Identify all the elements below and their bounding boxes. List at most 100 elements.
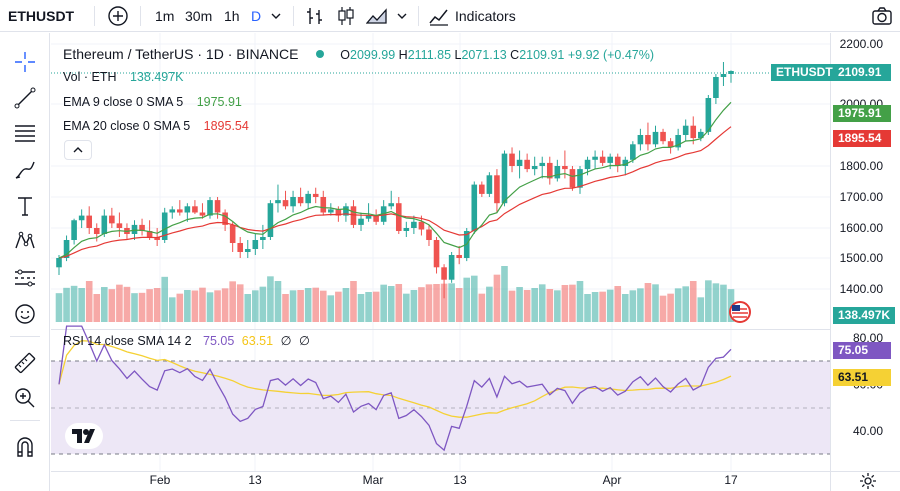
time-tick-label: 13 (453, 473, 467, 487)
interval-1h[interactable]: 1h (224, 8, 240, 24)
candle (516, 150, 523, 179)
toolbar-divider (293, 6, 294, 26)
volume-bar (380, 284, 387, 322)
candle (667, 138, 674, 154)
pattern-tool[interactable] (10, 226, 40, 256)
text-tool[interactable] (10, 191, 40, 221)
volume-bar (85, 281, 93, 322)
candle (607, 153, 613, 170)
snapshot-button[interactable] (871, 0, 893, 32)
candle (93, 223, 100, 242)
trend-line-tool[interactable] (10, 83, 40, 113)
volume-bar (697, 297, 705, 322)
candles-icon (338, 7, 354, 25)
currency-flag[interactable] (729, 301, 751, 328)
candle (471, 181, 478, 234)
ema20-tag: 1895.54 (833, 130, 891, 147)
volume-bar (357, 294, 365, 322)
symbol-search[interactable]: ETHUSDT (8, 8, 75, 24)
volume-bar (168, 297, 176, 322)
volume-bar (342, 288, 350, 322)
candle (426, 224, 432, 246)
volume-bar (667, 293, 674, 322)
volume-bar (403, 293, 410, 322)
candle (486, 172, 493, 197)
volume-bar (516, 287, 523, 322)
volume-bar (161, 276, 169, 322)
candle (554, 159, 561, 182)
indicators-button[interactable]: Indicators (428, 0, 516, 32)
brush-tool[interactable] (10, 155, 40, 185)
candle (282, 190, 289, 210)
volume-bar (101, 287, 108, 322)
fib-tool[interactable] (10, 118, 40, 148)
candle (645, 122, 651, 151)
volume-bar (425, 284, 433, 322)
volume-bar (538, 284, 546, 322)
volume-bar (584, 294, 591, 322)
tv-logo[interactable] (65, 423, 103, 449)
candle (403, 221, 410, 237)
volume-bar (712, 283, 720, 322)
chevron-down-icon (397, 13, 407, 19)
volume-legend[interactable]: Vol · ETH 138.497K (63, 70, 184, 84)
magnet-tool[interactable] (10, 432, 40, 462)
area-button[interactable] (366, 0, 388, 32)
candle (169, 206, 176, 219)
volume-bar (138, 292, 146, 322)
chart-type-dropdown[interactable] (396, 0, 408, 32)
symbol-title[interactable]: Ethereum / TetherUS · 1D · BINANCE (63, 46, 299, 62)
zoom-tool[interactable] (10, 383, 40, 413)
volume-bar (267, 276, 274, 322)
interval-d[interactable]: D (251, 8, 262, 24)
candle (146, 220, 153, 240)
ema20-legend[interactable]: EMA 20 close 0 SMA 5 1895.54 (63, 119, 249, 133)
candle (365, 203, 372, 222)
emoji-tool[interactable] (10, 299, 40, 329)
chart-area[interactable]: 2200.00 2000.00 1800.00 1700.00 1600.00 1500.… (51, 33, 900, 491)
rsi-line (58, 325, 732, 452)
volume-bar (184, 290, 191, 322)
volume-bar (410, 290, 418, 322)
ema20-line (58, 126, 732, 259)
volume-bar (123, 286, 131, 322)
candle (388, 190, 395, 210)
volume-bar (372, 291, 380, 322)
candles-button[interactable] (336, 0, 356, 32)
interval-1m[interactable]: 1m (155, 8, 175, 24)
interval-dropdown[interactable] (270, 0, 282, 32)
price-axis[interactable]: 2200.002000.001800.001700.001600.001500.… (840, 37, 884, 296)
candle (237, 237, 244, 258)
crosshair-tool[interactable] (10, 47, 40, 77)
volume-bar (493, 274, 501, 322)
flag-icon (729, 301, 751, 323)
candle (71, 218, 77, 245)
ruler-tool[interactable] (10, 348, 40, 378)
candle (177, 200, 183, 216)
volume-bar (395, 284, 403, 322)
interval-30m[interactable]: 30m (185, 8, 213, 24)
candle (622, 156, 629, 176)
candle (244, 240, 251, 258)
candle (184, 203, 191, 222)
ema9-legend[interactable]: EMA 9 close 0 SMA 5 1975.91 (63, 95, 242, 109)
rsi-legend[interactable]: RSI 14 close SMA 14 2 75.05 63.51 ∅ ∅ (63, 334, 310, 348)
volume-bar (621, 294, 629, 322)
collapse-legend-button[interactable] (64, 140, 92, 160)
volume-bar (312, 287, 320, 322)
compare-button[interactable] (107, 0, 129, 32)
forecast-tool[interactable] (10, 263, 40, 293)
bar-style-button[interactable] (305, 0, 325, 32)
indicators-label: Indicators (455, 8, 516, 24)
chart-settings-button[interactable] (857, 471, 879, 491)
volume-bar (229, 281, 236, 322)
candle (222, 209, 228, 231)
toolbar-divider (94, 6, 95, 26)
volume-bar (214, 290, 221, 322)
time-axis[interactable]: Feb 13 Mar 13 Apr 17 (150, 473, 738, 487)
volume-bar (448, 283, 455, 322)
candle (682, 119, 689, 142)
candle (78, 209, 85, 228)
fib-icon (15, 125, 35, 142)
